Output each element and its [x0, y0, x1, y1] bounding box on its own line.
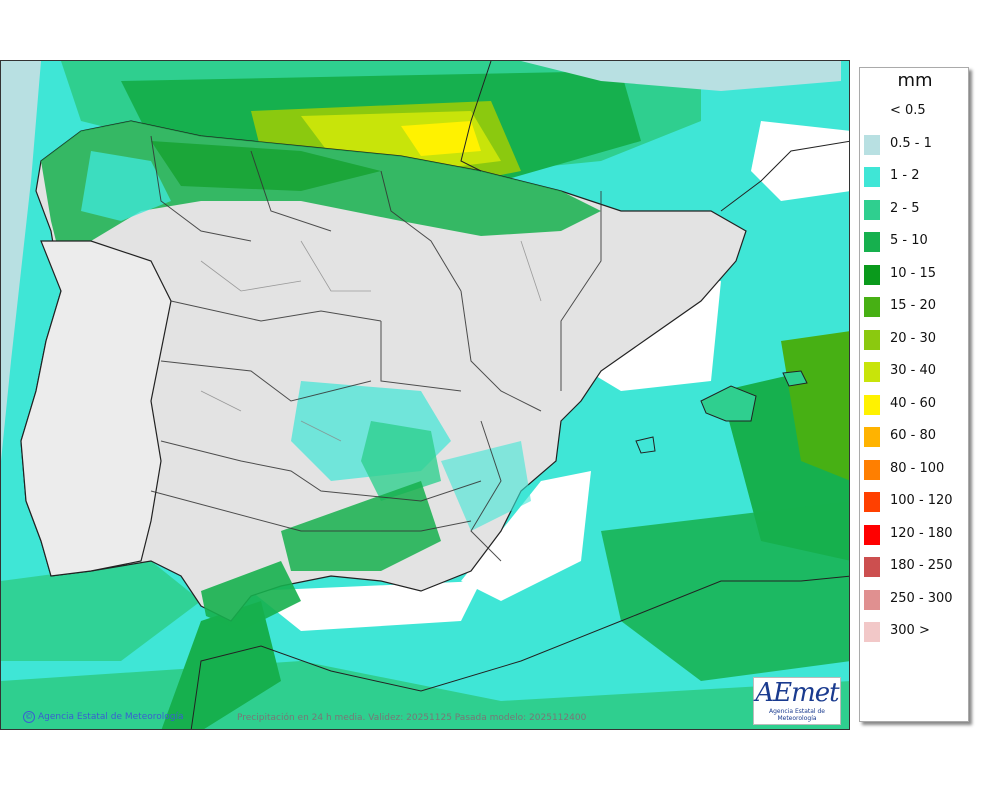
legend-label: 2 - 5: [890, 200, 920, 216]
legend-item: 10 - 15: [864, 263, 968, 285]
legend-swatch: [864, 167, 880, 187]
legend-item: 15 - 20: [864, 295, 968, 317]
legend-swatch: [864, 524, 880, 545]
legend-label: < 0.5: [890, 103, 926, 118]
credit-text: Agencia Estatal de Meteorología: [38, 712, 184, 722]
aemet-credit[interactable]: © Agencia Estatal de Meteorología: [23, 711, 184, 723]
legend-label: 80 - 100: [890, 460, 945, 476]
legend-swatch: [864, 264, 880, 285]
legend-label: 1 - 2: [890, 168, 920, 183]
legend-item: 2 - 5: [864, 198, 968, 220]
copyright-icon: ©: [23, 711, 35, 723]
legend-swatch: [864, 427, 880, 447]
legend-item: 80 - 100: [864, 458, 968, 480]
legend-item: 40 - 60: [864, 393, 968, 415]
validity-text: Precipitación en 24 h media. Validez: 20…: [237, 713, 587, 723]
legend-swatch: [864, 622, 880, 642]
legend-item: 180 - 250: [864, 555, 968, 577]
legend-item: 100 - 120: [864, 490, 968, 512]
legend-swatch: [864, 329, 880, 350]
legend-label: 100 - 120: [890, 493, 953, 508]
legend-item: 300 >: [864, 620, 968, 642]
legend-label: 300 >: [890, 623, 930, 638]
legend-swatch: [864, 102, 880, 122]
legend-swatch: [864, 199, 880, 220]
legend-label: 60 - 80: [890, 428, 937, 443]
legend-title: mm: [897, 70, 933, 91]
legend: mm < 0.5 0.5 - 1 1 - 2 2 - 5 5 - 10 10 - 15 15…: [859, 67, 969, 722]
legend-label: 120 - 180: [890, 525, 953, 541]
legend-item: 120 - 180: [864, 523, 968, 545]
legend-label: 30 - 40: [890, 363, 937, 378]
legend-label: 250 - 300: [890, 590, 953, 606]
legend-label: 180 - 250: [890, 558, 953, 573]
legend-label: 40 - 60: [890, 395, 937, 411]
legend-label: 5 - 10: [890, 233, 928, 248]
legend-swatch: [864, 134, 880, 155]
logo-sub: Agencia Estatal de Meteorología: [768, 708, 825, 722]
legend-swatch: [864, 297, 880, 317]
legend-item: 1 - 2: [864, 165, 968, 187]
legend-label: 15 - 20: [890, 298, 937, 313]
legend-item: 60 - 80: [864, 425, 968, 447]
legend-swatch: [864, 394, 880, 415]
map-canvas: [1, 61, 849, 729]
logo-main: AEmet: [755, 678, 839, 708]
legend-swatch: [864, 589, 880, 610]
legend-swatch: [864, 492, 880, 512]
legend-label: 20 - 30: [890, 330, 937, 346]
legend-swatch: [864, 557, 880, 577]
legend-item: 5 - 10: [864, 230, 968, 252]
legend-item: 0.5 - 1: [864, 133, 968, 155]
aemet-logo: AEmet Agencia Estatal de Meteorología: [753, 677, 841, 725]
legend-swatch: [864, 459, 880, 480]
legend-label: 10 - 15: [890, 265, 937, 281]
precipitation-map: © Agencia Estatal de Meteorología Precipi…: [0, 60, 850, 730]
legend-item: 250 - 300: [864, 588, 968, 610]
legend-swatch: [864, 232, 880, 252]
legend-item: 20 - 30: [864, 328, 968, 350]
legend-item: < 0.5: [864, 100, 968, 122]
legend-item: 30 - 40: [864, 360, 968, 382]
legend-label: 0.5 - 1: [890, 135, 932, 151]
legend-swatch: [864, 362, 880, 382]
